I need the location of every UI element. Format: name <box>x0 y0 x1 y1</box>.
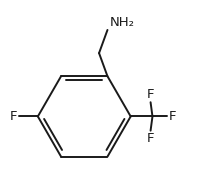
Text: NH₂: NH₂ <box>109 16 134 29</box>
Text: F: F <box>147 132 154 145</box>
Text: F: F <box>9 110 17 123</box>
Text: F: F <box>147 88 154 101</box>
Text: F: F <box>169 110 176 123</box>
